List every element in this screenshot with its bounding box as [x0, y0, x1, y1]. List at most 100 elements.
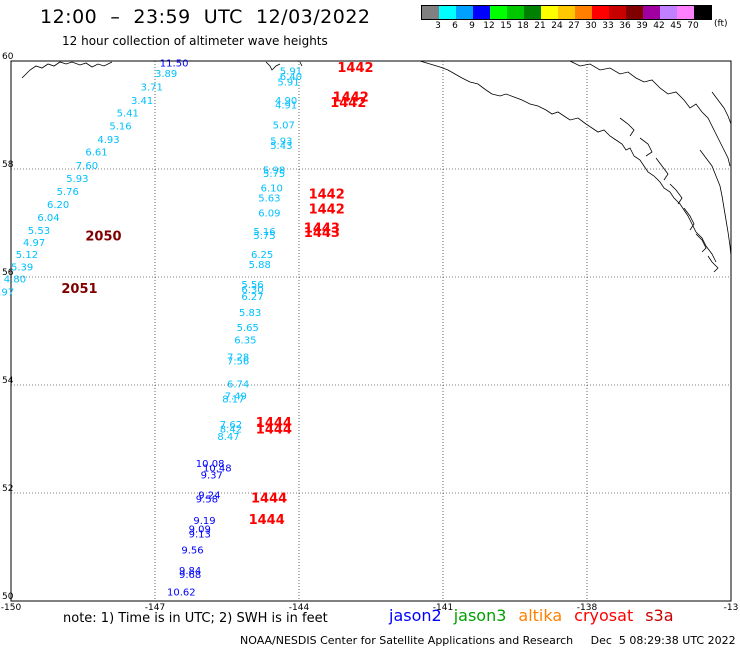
pass-time-label: 2051: [61, 282, 97, 297]
swh-value-label: 5.76: [57, 187, 79, 198]
legend-label: 45: [670, 21, 682, 31]
mission-label: jason2: [389, 606, 442, 625]
y-tick-label: 54: [2, 376, 14, 386]
swh-value-label: 9.58: [196, 495, 218, 506]
swh-value-label: 5.39: [11, 263, 33, 274]
chart-title: 12:00 – 23:59 UTC 12/03/2022: [40, 6, 371, 28]
swh-value-label: 5.53: [28, 226, 50, 237]
legend-unit-label: (ft): [714, 19, 728, 29]
legend-swatch: [626, 6, 643, 19]
swh-value-label: 6.30: [241, 285, 263, 296]
swh-value-label: 5.83: [239, 308, 261, 319]
swh-value-label: 7.62: [220, 420, 242, 431]
swh-value-label: 5.93: [66, 174, 88, 185]
legend-label: 6: [452, 21, 458, 31]
swh-value-label: 5.98: [263, 165, 285, 176]
gulf-coast-icon: [265, 60, 717, 263]
legend-swatch: [541, 6, 558, 19]
swh-value-label: 6.09: [258, 209, 280, 220]
legend-label: 3: [435, 21, 441, 31]
legend-swatch: [439, 6, 456, 19]
swh-value-label: 4.90: [275, 96, 297, 107]
swh-value-label: 8.17: [222, 394, 244, 405]
swh-value-label: 5.75: [263, 169, 285, 180]
legend-label: 12: [483, 21, 495, 31]
pass-time-label: 1442: [337, 61, 373, 76]
pass-time-label: 1444: [249, 513, 285, 528]
swh-value-label: 10.62: [167, 588, 196, 599]
legend-label: 30: [585, 21, 597, 31]
x-tick-label: -150: [1, 603, 22, 613]
swh-value-label: 6.20: [47, 200, 69, 211]
swh-value-label: 3.71: [141, 83, 163, 94]
footer-note: note: 1) Time is in UTC; 2) SWH is in fe…: [63, 611, 328, 626]
mission-label: altika: [518, 606, 563, 625]
legend-swatch: [473, 6, 490, 19]
pass-time-label: 1444: [256, 423, 292, 438]
mission-label: s3a: [645, 606, 674, 625]
swh-value-label: 9.13: [189, 529, 211, 540]
swh-value-label: 10.08: [196, 459, 225, 470]
swh-value-label: 4.97: [23, 238, 45, 249]
axis-ticks: -150 -147 -144 -141 -138 -13 50 52 54 56 58 60: [1, 52, 739, 613]
swh-value-label: 9.19: [193, 516, 215, 527]
swh-value-label: 8.47: [217, 432, 239, 443]
legend-label: 36: [619, 21, 631, 31]
legend-label: 33: [602, 21, 614, 31]
legend-label: 15: [500, 21, 512, 31]
legend-swatch: [558, 6, 575, 19]
y-tick-label: 60: [2, 52, 14, 62]
swh-value-label: 6.27: [241, 292, 263, 303]
swh-value-label: 6.61: [85, 148, 107, 159]
swh-value-label: 5.91: [280, 67, 302, 78]
legend-swatch: [677, 6, 694, 19]
map-frame: [10, 60, 732, 602]
swh-value-label: 5.12: [16, 250, 38, 261]
swh-value-label: 3.41: [131, 96, 153, 107]
swh-value-label: 6.25: [251, 250, 273, 261]
mission-label: cryosat: [574, 606, 634, 625]
legend-swatch: [643, 6, 660, 19]
legend-label: 24: [551, 21, 563, 31]
legend-swatch: [575, 6, 592, 19]
x-tick-label: -13: [724, 603, 739, 613]
swh-value-label: 7.49: [225, 392, 247, 403]
legend-swatch: [456, 6, 473, 19]
alaska-mainland-icon: [569, 60, 731, 167]
swh-value-label: 7.60: [76, 161, 98, 172]
swh-value-label: 7.28: [227, 353, 249, 364]
x-tick-label: -144: [289, 603, 310, 613]
legend-swatch: [694, 6, 711, 19]
legend-label: 42: [653, 21, 665, 31]
y-tick-label: 56: [2, 268, 14, 278]
legend-labels: 3 6 9 12 15 18 21 24 27 30 33 36 39 42 45 70: [421, 20, 712, 32]
x-tick-label: -141: [433, 603, 453, 613]
credit-line: NOAA/NESDIS Center for Satellite Applica…: [240, 634, 736, 647]
legend-swatch: [490, 6, 507, 19]
swh-value-label: 8.42: [220, 425, 242, 436]
grid-lines: [11, 61, 731, 601]
swh-value-label: 6.40: [280, 72, 302, 83]
pass-time-label: 1443: [304, 226, 340, 241]
legend-label: 39: [636, 21, 648, 31]
kenai-coast-icon: [21, 61, 113, 79]
mission-legend: jason2 jason3 altika cryosat s3a: [389, 606, 686, 625]
swh-value-label: 6.74: [227, 380, 249, 391]
pass-time-label: 1444: [256, 416, 292, 431]
swh-value-label: 9.37: [201, 470, 223, 481]
pass-time-label: 1442: [309, 202, 345, 217]
legend-swatch: [609, 6, 626, 19]
pass-time-label: 2050: [85, 229, 121, 244]
data-labels: 11.503.89 3.71 3.41 5.41 5.16 4.93 6.61 7.60 5.9…: [0, 58, 374, 598]
legend-swatch: [592, 6, 609, 19]
swh-value-label: 10.48: [203, 463, 232, 474]
swh-value-label: 11.50: [160, 58, 189, 69]
swh-value-label: 6.35: [234, 335, 256, 346]
legend-label: 21: [534, 21, 546, 31]
swh-value-label: 9.68: [179, 570, 201, 581]
swh-value-label: 5.75: [253, 231, 275, 242]
swh-value-label: 4.97: [0, 287, 14, 298]
pass-time-label: 1442: [330, 96, 366, 111]
x-tick-label: -147: [145, 603, 165, 613]
